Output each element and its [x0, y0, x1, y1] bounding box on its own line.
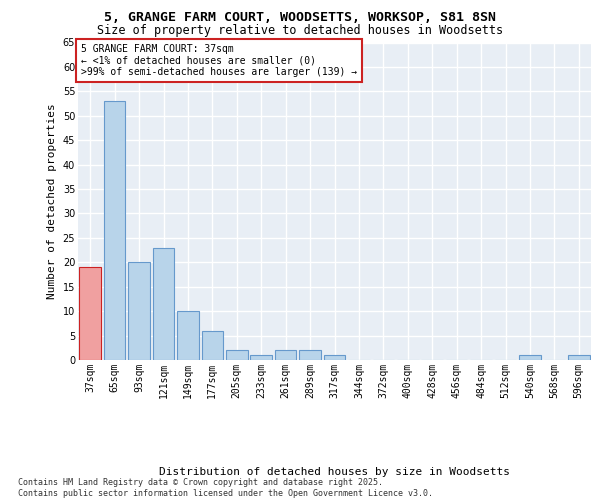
- Text: 5, GRANGE FARM COURT, WOODSETTS, WORKSOP, S81 8SN: 5, GRANGE FARM COURT, WOODSETTS, WORKSOP…: [104, 11, 496, 24]
- Bar: [568, 355, 590, 360]
- Bar: [299, 350, 321, 360]
- Bar: [79, 267, 101, 360]
- Bar: [519, 355, 541, 360]
- Bar: [202, 330, 223, 360]
- Bar: [250, 355, 272, 360]
- Bar: [324, 355, 345, 360]
- Text: Contains HM Land Registry data © Crown copyright and database right 2025.
Contai: Contains HM Land Registry data © Crown c…: [18, 478, 433, 498]
- Text: 5 GRANGE FARM COURT: 37sqm
← <1% of detached houses are smaller (0)
>99% of semi: 5 GRANGE FARM COURT: 37sqm ← <1% of deta…: [80, 44, 356, 78]
- Y-axis label: Number of detached properties: Number of detached properties: [47, 104, 57, 299]
- Bar: [128, 262, 150, 360]
- X-axis label: Distribution of detached houses by size in Woodsetts: Distribution of detached houses by size …: [159, 468, 510, 477]
- Bar: [153, 248, 174, 360]
- Bar: [104, 101, 125, 360]
- Text: Size of property relative to detached houses in Woodsetts: Size of property relative to detached ho…: [97, 24, 503, 37]
- Bar: [226, 350, 248, 360]
- Bar: [275, 350, 296, 360]
- Bar: [177, 311, 199, 360]
